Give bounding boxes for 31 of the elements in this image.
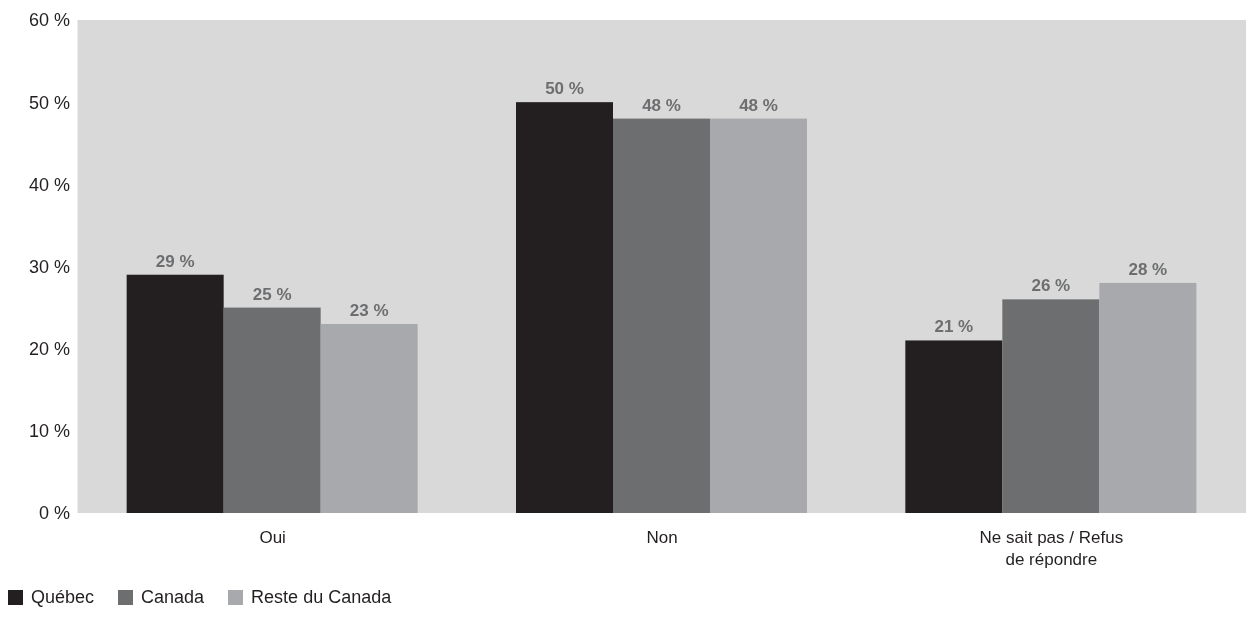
- data-label: 48 %: [642, 95, 681, 115]
- y-tick-label: 30 %: [28, 256, 70, 277]
- bar: [1002, 299, 1100, 513]
- bar: [223, 307, 321, 513]
- data-label: 23 %: [349, 301, 389, 321]
- data-label: 29 %: [155, 251, 195, 271]
- bar: [516, 102, 613, 513]
- data-label: 25 %: [252, 284, 292, 304]
- legend-label: Reste du Canada: [250, 587, 392, 608]
- y-tick-label: 40 %: [28, 174, 70, 195]
- bar: [1099, 282, 1197, 513]
- bar: [905, 340, 1003, 513]
- data-label: 48 %: [739, 95, 778, 115]
- y-tick-label: 50 %: [28, 92, 70, 113]
- bar: [320, 324, 418, 513]
- x-tick-label: Ne sait pas / Refus de répondre: [979, 528, 1124, 569]
- data-label: 21 %: [934, 317, 974, 337]
- data-label: 50 %: [545, 79, 584, 99]
- x-tick-label: Non: [646, 528, 678, 547]
- y-tick-label: 20 %: [28, 339, 70, 360]
- bar: [710, 118, 807, 513]
- legend-label: Québec: [30, 587, 95, 608]
- bar: [613, 118, 710, 513]
- data-label: 28 %: [1128, 259, 1168, 279]
- x-tick-label: Oui: [259, 528, 286, 547]
- y-tick-label: 0 %: [38, 503, 70, 524]
- data-label: 26 %: [1031, 276, 1071, 296]
- y-tick-label: 60 %: [28, 10, 70, 31]
- y-tick-label: 10 %: [28, 421, 70, 442]
- bar: [126, 274, 224, 513]
- legend-label: Canada: [140, 587, 205, 608]
